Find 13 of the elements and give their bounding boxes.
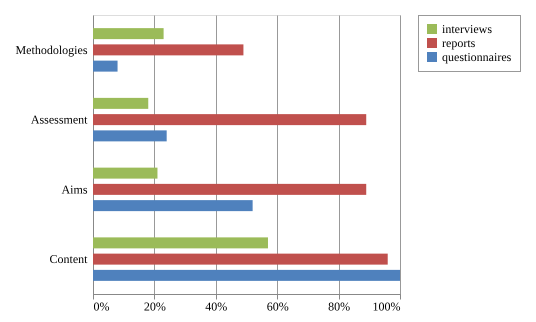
legend-label: interviews: [442, 22, 492, 36]
x-tick-label: 100%: [372, 300, 400, 314]
legend-label: questionnaires: [442, 50, 512, 64]
y-tick-label: Methodologies: [16, 42, 88, 57]
x-tick-label: 40%: [205, 300, 228, 314]
y-tick-label: Assessment: [30, 112, 88, 127]
legend-label: reports: [442, 36, 476, 50]
x-tick-label: 20%: [144, 300, 166, 314]
x-tick-label: 80%: [328, 300, 350, 314]
y-tick-label: Aims: [61, 182, 88, 196]
y-tick-label: Content: [50, 252, 88, 266]
x-tick-label: 0%: [94, 300, 110, 314]
x-tick-label: 60%: [266, 300, 289, 314]
